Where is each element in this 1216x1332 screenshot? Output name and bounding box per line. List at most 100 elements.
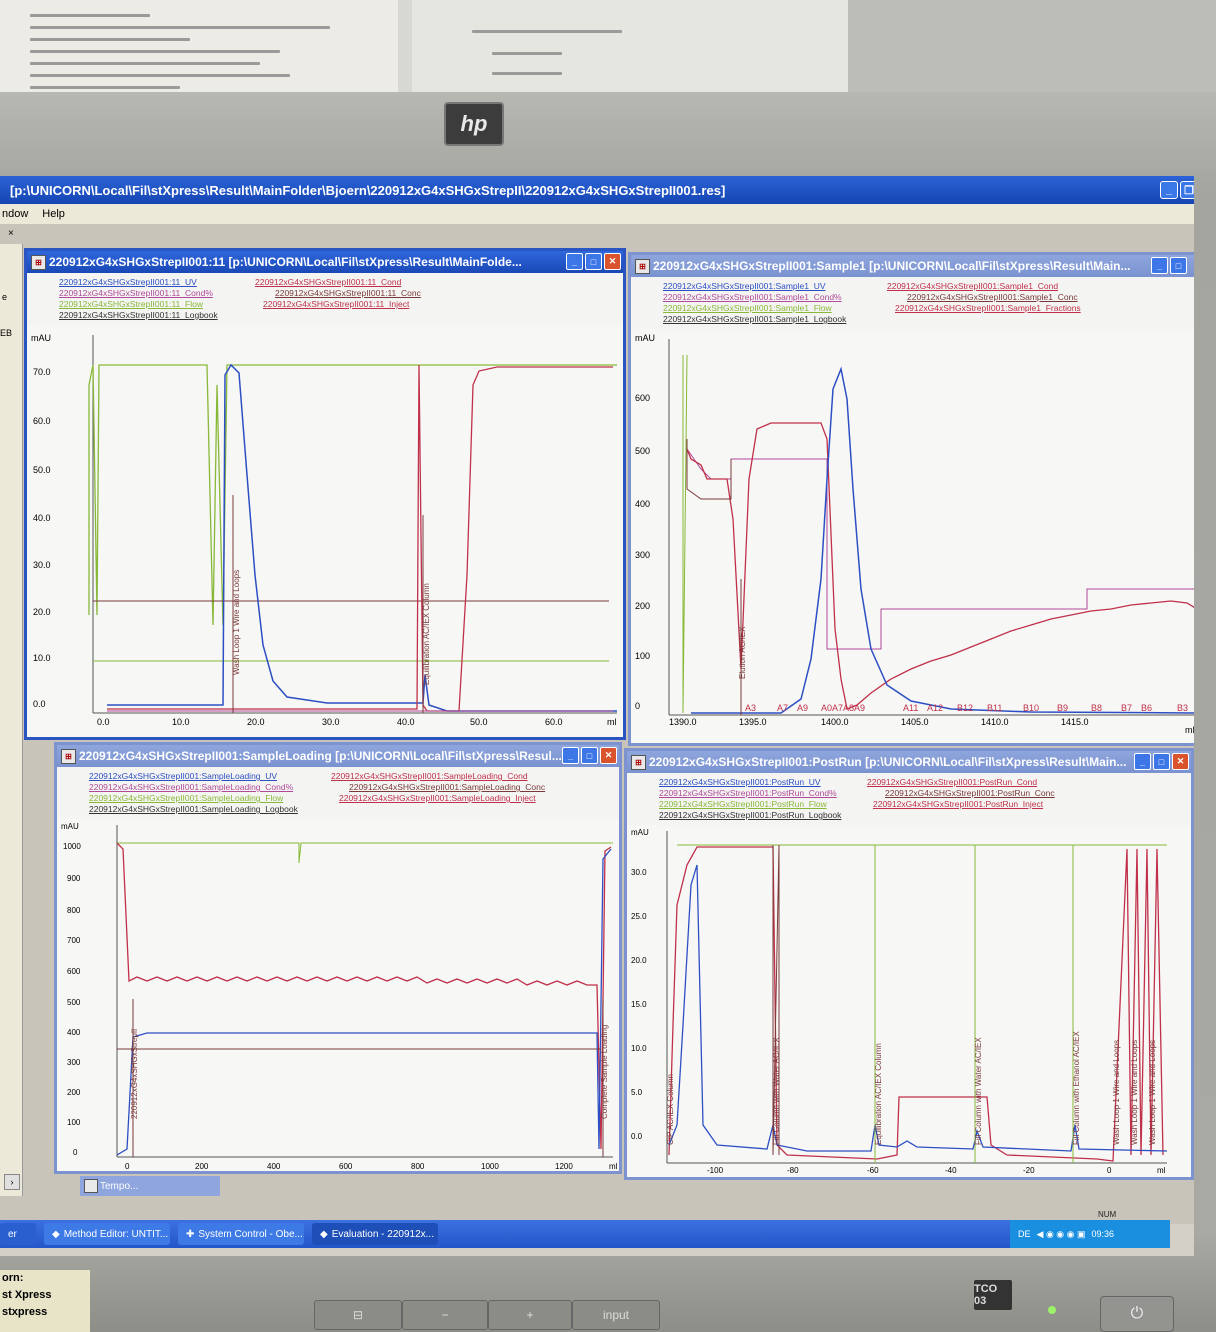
menu-window[interactable]: ndow <box>2 208 28 220</box>
chromatogram-plot[interactable]: mAU 600 500 400 300 200 100 0 1390.0 139… <box>631 329 1194 743</box>
window-titlebar[interactable]: ⊞ 220912xG4xSHGxStrepII001:PostRun [p:\U… <box>627 751 1191 773</box>
logbook-annotation: Wash Loop 1 Wire and Loops <box>1112 1040 1121 1145</box>
minimize-button[interactable]: _ <box>562 747 579 764</box>
svg-text:900: 900 <box>67 874 81 883</box>
legend-inject[interactable]: 220912xG4xSHGxStrepII001:SampleLoading_I… <box>339 793 536 805</box>
chromatogram-window-11[interactable]: ⊞ 220912xG4xSHGxStrepII001:11 [p:\UNICOR… <box>24 248 626 740</box>
monitor-minus-button[interactable]: − <box>402 1300 488 1330</box>
legend-cond-pct[interactable]: 220912xG4xSHGxStrepII001:SampleLoading_C… <box>89 782 293 794</box>
svg-text:0.0: 0.0 <box>97 717 110 727</box>
chromatogram-icon: ⊞ <box>635 259 650 274</box>
logbook-annotation: Fill Column with Water AC/IEX <box>974 1037 983 1145</box>
svg-text:1000: 1000 <box>481 1162 499 1171</box>
left-docked-panel[interactable]: e EB × › <box>0 244 23 1196</box>
window-titlebar[interactable]: ⊞ 220912xG4xSHGxStrepII001:Sample1 [p:\U… <box>631 255 1194 277</box>
legend-cond[interactable]: 220912xG4xSHGxStrepII001:SampleLoading_C… <box>331 771 528 783</box>
taskbar-item-method-editor[interactable]: ◆ Method Editor: UNTIT... <box>44 1223 170 1245</box>
svg-text:30.0: 30.0 <box>631 868 647 877</box>
svg-text:400: 400 <box>67 1028 81 1037</box>
legend-conc[interactable]: 220912xG4xSHGxStrepII001:SampleLoading_C… <box>349 782 545 794</box>
num-lock-indicator: NUM <box>1098 1210 1116 1219</box>
svg-text:400: 400 <box>267 1162 281 1171</box>
chromatogram-icon: ⊞ <box>31 255 46 270</box>
svg-text:B12: B12 <box>957 703 973 713</box>
taskbar-item-evaluation[interactable]: ◆ Evaluation - 220912x... <box>312 1223 438 1245</box>
svg-text:ml: ml <box>1185 725 1194 735</box>
legend-fractions[interactable]: 220912xG4xSHGxStrepII001:Sample1_Fractio… <box>895 303 1081 315</box>
legend-conc[interactable]: 220912xG4xSHGxStrepII001:Sample1_Conc <box>907 292 1078 304</box>
minimize-button[interactable]: _ <box>566 253 583 270</box>
window-titlebar[interactable]: ⊞ 220912xG4xSHGxStrepII001:11 [p:\UNICOR… <box>27 251 623 273</box>
maximize-button[interactable]: □ <box>585 253 602 270</box>
chromatogram-plot[interactable]: mAU 1000 900 800 700 600 500 400 300 200… <box>57 819 619 1171</box>
method-editor-icon: ◆ <box>52 1229 60 1240</box>
legend-logbook[interactable]: 220912xG4xSHGxStrepII001:Sample1_Logbook <box>663 314 846 326</box>
chromatogram-plot[interactable]: mAU 70.0 60.0 50.0 40.0 30.0 20.0 10.0 0… <box>27 325 623 737</box>
restore-button[interactable]: ❐ <box>1180 181 1194 199</box>
window-title: 220912xG4xSHGxStrepII001:SampleLoading [… <box>79 749 562 763</box>
maximize-button[interactable]: □ <box>1170 257 1187 274</box>
chromatogram-window-postrun[interactable]: ⊞ 220912xG4xSHGxStrepII001:PostRun [p:\U… <box>624 748 1194 1180</box>
app-titlebar[interactable]: [p:\UNICORN\Local\Fil\stXpress\Result\Ma… <box>0 176 1194 204</box>
chromatogram-icon: ⊞ <box>631 755 646 770</box>
legend-conc[interactable]: 220912xG4xSHGxStrepII001:PostRun_Conc <box>885 788 1055 800</box>
curve-legend: 220912xG4xSHGxStrepII001:Sample1_UV 2209… <box>631 277 1194 329</box>
legend-cond-pct[interactable]: 220912xG4xSHGxStrepII001:Sample1_Cond% <box>663 292 842 304</box>
monitor-plus-button[interactable]: + <box>488 1300 572 1330</box>
minimize-button[interactable]: _ <box>1151 257 1168 274</box>
legend-uv[interactable]: 220912xG4xSHGxStrepII001:SampleLoading_U… <box>89 771 277 783</box>
svg-text:40.0: 40.0 <box>397 717 415 727</box>
legend-flow[interactable]: 220912xG4xSHGxStrepII001:PostRun_Flow <box>659 799 827 811</box>
chromatogram-window-sample1[interactable]: ⊞ 220912xG4xSHGxStrepII001:Sample1 [p:\U… <box>628 252 1194 746</box>
window-titlebar[interactable]: ⊞ 220912xG4xSHGxStrepII001:SampleLoading… <box>57 745 619 767</box>
taskbar-item-system-control[interactable]: ✚ System Control - Obe... <box>178 1223 304 1245</box>
close-icon[interactable]: × <box>8 228 14 239</box>
legend-logbook[interactable]: 220912xG4xSHGxStrepII001:SampleLoading_L… <box>89 804 298 816</box>
tco-badge: TCO 03 <box>974 1280 1012 1310</box>
minimize-button[interactable]: _ <box>1160 181 1178 199</box>
y-unit-label: mAU <box>635 333 655 343</box>
legend-cond[interactable]: 220912xG4xSHGxStrepII001:PostRun_Cond <box>867 777 1037 789</box>
dark-object <box>848 0 1216 92</box>
close-button[interactable]: ✕ <box>600 747 617 764</box>
legend-cond-pct[interactable]: 220912xG4xSHGxStrepII001:PostRun_Cond% <box>659 788 837 800</box>
chromatogram-window-sampleloading[interactable]: ⊞ 220912xG4xSHGxStrepII001:SampleLoading… <box>54 742 622 1174</box>
svg-text:30.0: 30.0 <box>322 717 340 727</box>
legend-cond[interactable]: 220912xG4xSHGxStrepII001:11_Cond <box>255 277 401 289</box>
legend-inject[interactable]: 220912xG4xSHGxStrepII001:11_Inject <box>263 299 409 311</box>
scroll-right-icon[interactable]: › <box>4 1174 20 1190</box>
svg-text:-20: -20 <box>1023 1166 1035 1175</box>
maximize-button[interactable]: □ <box>1153 753 1170 770</box>
language-indicator[interactable]: DE <box>1018 1229 1031 1239</box>
menu-help[interactable]: Help <box>42 208 65 220</box>
legend-logbook[interactable]: 220912xG4xSHGxStrepII001:11_Logbook <box>59 310 218 322</box>
taskbar-item-start[interactable]: er <box>0 1223 36 1245</box>
legend-cond[interactable]: 220912xG4xSHGxStrepII001:Sample1_Cond <box>887 281 1058 293</box>
close-button[interactable]: ✕ <box>604 253 621 270</box>
svg-text:1405.0: 1405.0 <box>901 717 929 727</box>
legend-conc[interactable]: 220912xG4xSHGxStrepII001:11_Conc <box>275 288 421 300</box>
monitor-input-button[interactable]: input <box>572 1300 660 1330</box>
monitor-menu-button[interactable]: ⊟ <box>314 1300 402 1330</box>
chromatogram-plot[interactable]: mAU 30.0 25.0 20.0 15.0 10.0 5.0 0.0 -10… <box>627 825 1191 1177</box>
minimized-window-tempo[interactable]: Tempo... <box>80 1176 220 1196</box>
legend-flow[interactable]: 220912xG4xSHGxStrepII001:SampleLoading_F… <box>89 793 283 805</box>
legend-uv[interactable]: 220912xG4xSHGxStrepII001:11_UV <box>59 277 197 289</box>
legend-uv[interactable]: 220912xG4xSHGxStrepII001:PostRun_UV <box>659 777 821 789</box>
legend-cond-pct[interactable]: 220912xG4xSHGxStrepII001:11_Cond% <box>59 288 213 300</box>
legend-logbook[interactable]: 220912xG4xSHGxStrepII001:PostRun_Logbook <box>659 810 841 822</box>
close-button[interactable]: ✕ <box>1172 753 1189 770</box>
minimize-button[interactable]: _ <box>1134 753 1151 770</box>
legend-flow[interactable]: 220912xG4xSHGxStrepII001:11_Flow <box>59 299 203 311</box>
window-title: 220912xG4xSHGxStrepII001:11 [p:\UNICORN\… <box>49 255 522 269</box>
legend-inject[interactable]: 220912xG4xSHGxStrepII001:PostRun_Inject <box>873 799 1043 811</box>
clock[interactable]: 09:36 <box>1092 1229 1115 1239</box>
tray-icons[interactable]: ◀ ◉ ◉ ◉ ▣ <box>1037 1229 1086 1240</box>
legend-uv[interactable]: 220912xG4xSHGxStrepII001:Sample1_UV <box>663 281 826 293</box>
maximize-button[interactable]: □ <box>581 747 598 764</box>
power-button[interactable]: ⏻ <box>1100 1296 1174 1332</box>
svg-text:1200: 1200 <box>555 1162 573 1171</box>
window-title: Tempo... <box>100 1181 138 1192</box>
taskbar: er ◆ Method Editor: UNTIT... ✚ System Cont… <box>0 1220 1170 1248</box>
legend-flow[interactable]: 220912xG4xSHGxStrepII001:Sample1_Flow <box>663 303 832 315</box>
